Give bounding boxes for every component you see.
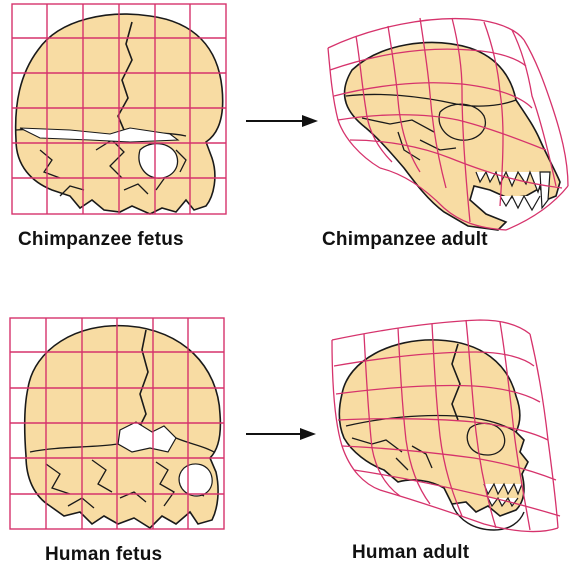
human-fetus-suture	[137, 329, 149, 431]
human-adult-suture	[451, 343, 461, 421]
human-adult-skull	[338, 339, 529, 517]
human-adult-panel	[331, 319, 561, 533]
chimp-fetus-grid	[11, 3, 227, 215]
human-adult-jaw	[451, 503, 525, 531]
chimp-adult-teeth	[475, 170, 545, 212]
caption-human-fetus: Human fetus	[45, 544, 163, 565]
arrow-human	[246, 428, 316, 440]
human-fetus-skull	[23, 324, 222, 530]
human-adult-teeth	[483, 482, 523, 508]
human-fetus-grid	[9, 317, 225, 530]
caption-chimp-fetus: Chimpanzee fetus	[18, 229, 184, 250]
caption-chimp-adult: Chimpanzee adult	[322, 229, 488, 250]
chimp-adult-grid	[327, 17, 569, 231]
human-fetus-orbit	[178, 463, 213, 497]
human-fetus-fontanelle	[117, 421, 177, 453]
chimp-fetus-orbit	[138, 143, 179, 179]
caption-human-adult: Human adult	[352, 542, 470, 563]
chimp-fetus-suture	[117, 21, 133, 131]
arrow-chimp	[246, 115, 318, 127]
human-fetus-panel	[9, 317, 225, 530]
chimp-fetus-panel	[11, 3, 227, 215]
human-adult-grid	[331, 319, 561, 533]
chimp-adult-canine	[539, 171, 551, 210]
chimp-fetus-gap	[19, 127, 180, 143]
human-adult-details	[345, 414, 517, 471]
chimp-adult-panel	[327, 17, 569, 231]
